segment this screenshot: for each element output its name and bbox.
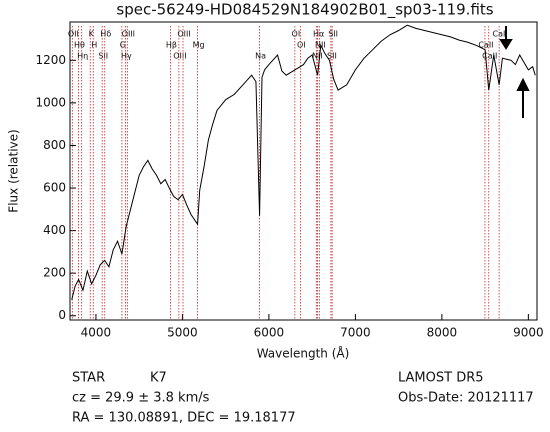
spectral-line-label: OIII — [122, 30, 135, 39]
x-tick-label: 8000 — [427, 326, 458, 340]
object-class: STAR — [72, 371, 105, 386]
redshift: cz = 29.9 ± 3.8 km/s — [72, 391, 210, 406]
spectral-line-label: Mg — [193, 41, 205, 50]
y-tick-label: 800 — [43, 138, 66, 152]
x-tick-label: 7000 — [340, 326, 371, 340]
spectral-line-label: NII — [315, 41, 326, 50]
obs-date: Obs-Date: 20121117 — [398, 391, 534, 406]
y-tick-label: 400 — [43, 223, 66, 237]
arrows — [499, 26, 530, 118]
spectral-line-label: K — [89, 30, 95, 39]
x-tick-label: 6000 — [254, 326, 285, 340]
y-axis-label: Flux (relative) — [7, 129, 21, 212]
spectral-line-label: CaII — [478, 41, 493, 50]
coordinates: RA = 130.08891, DEC = 19.18177 — [72, 411, 296, 426]
spectral-line-label: G — [120, 41, 126, 50]
arrow-head — [499, 39, 513, 50]
arrow-head — [516, 77, 530, 91]
spectral-line-label: SII — [98, 52, 108, 61]
survey: LAMOST DR5 — [398, 371, 484, 386]
spectral-line-label: OII — [68, 30, 79, 39]
spectral-line-label: Hδ — [100, 30, 111, 39]
spectral-line-label: Hθ — [74, 41, 85, 50]
spectral-line-label: Hα — [313, 30, 324, 39]
y-tick-label: 600 — [43, 181, 66, 195]
x-axis-label: Wavelength (Å) — [257, 346, 350, 361]
y-tick-label: 200 — [43, 266, 66, 280]
spectral-line-label: Hβ — [166, 41, 177, 50]
spectral-line-label: Na — [255, 52, 266, 61]
x-tick-label: 5000 — [167, 326, 198, 340]
spectral-line-label: H — [91, 41, 97, 50]
spectral-line-label: OI — [292, 30, 301, 39]
spectral-line-label: CaII — [493, 30, 508, 39]
y-tick-label: 1200 — [35, 53, 66, 67]
plot-frame — [69, 21, 538, 321]
spectrum-line — [71, 24, 536, 300]
y-tick-label: 1000 — [35, 95, 66, 109]
y-tick-label: 0 — [58, 308, 66, 322]
spectral-line-label: OIII — [177, 30, 190, 39]
spectral-line-label: OI — [297, 41, 306, 50]
chart-title: spec-56249-HD084529N184902B01_sp03-119.f… — [116, 1, 493, 20]
spectral-line-label: Hγ — [121, 52, 132, 61]
spectral-line-label: CaII — [482, 52, 497, 61]
x-tick-label: 4000 — [81, 326, 112, 340]
subclass: K7 — [150, 371, 167, 386]
spectral-line-label: OIII — [173, 52, 186, 61]
spectral-line-label: SII — [328, 30, 338, 39]
x-tick-label: 9000 — [513, 326, 544, 340]
spectral-line-label: Hη — [77, 52, 88, 61]
